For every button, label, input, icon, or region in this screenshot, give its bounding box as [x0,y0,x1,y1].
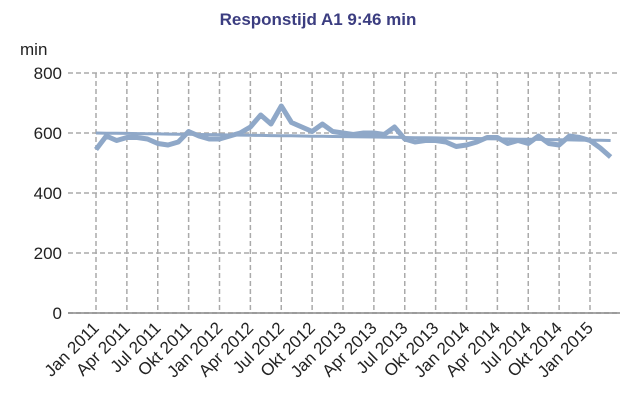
y-axis-label: min [20,40,47,59]
y-tick-label: 600 [34,124,62,143]
y-tick-label: 800 [34,64,62,83]
y-tick-label: 400 [34,184,62,203]
data-line [94,103,613,159]
y-tick-label: 200 [34,244,62,263]
y-tick-label: 0 [53,304,62,323]
chart-title: Responstijd A1 9:46 min [220,10,417,29]
